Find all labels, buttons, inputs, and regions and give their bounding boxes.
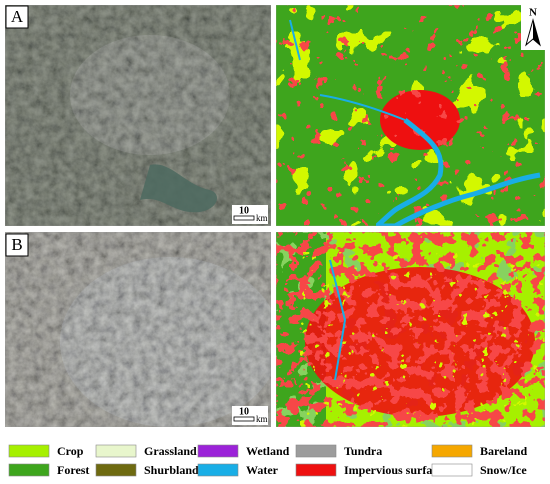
legend-label: Shurbland [144, 463, 199, 477]
legend-label: Crop [57, 444, 84, 458]
panels [5, 5, 545, 427]
legend-label: Grassland [144, 444, 197, 458]
scale-value: 10 [239, 406, 249, 417]
legend-label: Forest [57, 463, 89, 477]
class-water [289, 19, 406, 121]
lake [140, 164, 218, 213]
legend-label: Tundra [344, 444, 382, 458]
north-label: N [529, 7, 537, 19]
class-water [375, 118, 541, 226]
class-impervious [276, 5, 545, 226]
panel-label: B [11, 235, 22, 254]
panel-label-box [5, 233, 29, 257]
north-arrow [533, 20, 540, 45]
legend-swatch [8, 444, 50, 458]
legend-swatch [95, 444, 137, 458]
land-cover-map [276, 232, 545, 427]
legend-swatch [295, 444, 337, 458]
legend-swatch [95, 463, 137, 477]
panel-label: A [11, 7, 24, 26]
scale-unit: km [256, 213, 268, 223]
panel-label-box [5, 5, 29, 29]
class-water [329, 259, 347, 381]
scale-bar [233, 215, 255, 221]
annotations: A B 10 km 10 km N [5, 5, 545, 425]
satellite-image [5, 232, 271, 427]
legend-swatch [197, 463, 239, 477]
land-cover-map [276, 5, 545, 226]
scale-value: 10 [239, 205, 249, 216]
legend-label: Wetland [246, 444, 290, 458]
legend-swatch [8, 463, 50, 477]
legend-swatch [197, 444, 239, 458]
legend: Crop Forest Grassland Shurbland Wetland Water… [8, 444, 527, 477]
satellite-image [5, 5, 271, 226]
scale-bar [233, 416, 255, 422]
legend-swatch [295, 463, 337, 477]
legend-label: Water [246, 463, 279, 477]
scale-unit: km [256, 414, 268, 424]
image-texture [5, 232, 271, 427]
legend-label: Impervious surface [344, 463, 444, 477]
legend-swatch [431, 444, 473, 458]
image-texture [5, 5, 271, 226]
legend-label: Snow/Ice [480, 463, 527, 477]
class-crop [300, 252, 545, 427]
legend-swatch [431, 463, 473, 477]
legend-label: Bareland [480, 444, 527, 458]
